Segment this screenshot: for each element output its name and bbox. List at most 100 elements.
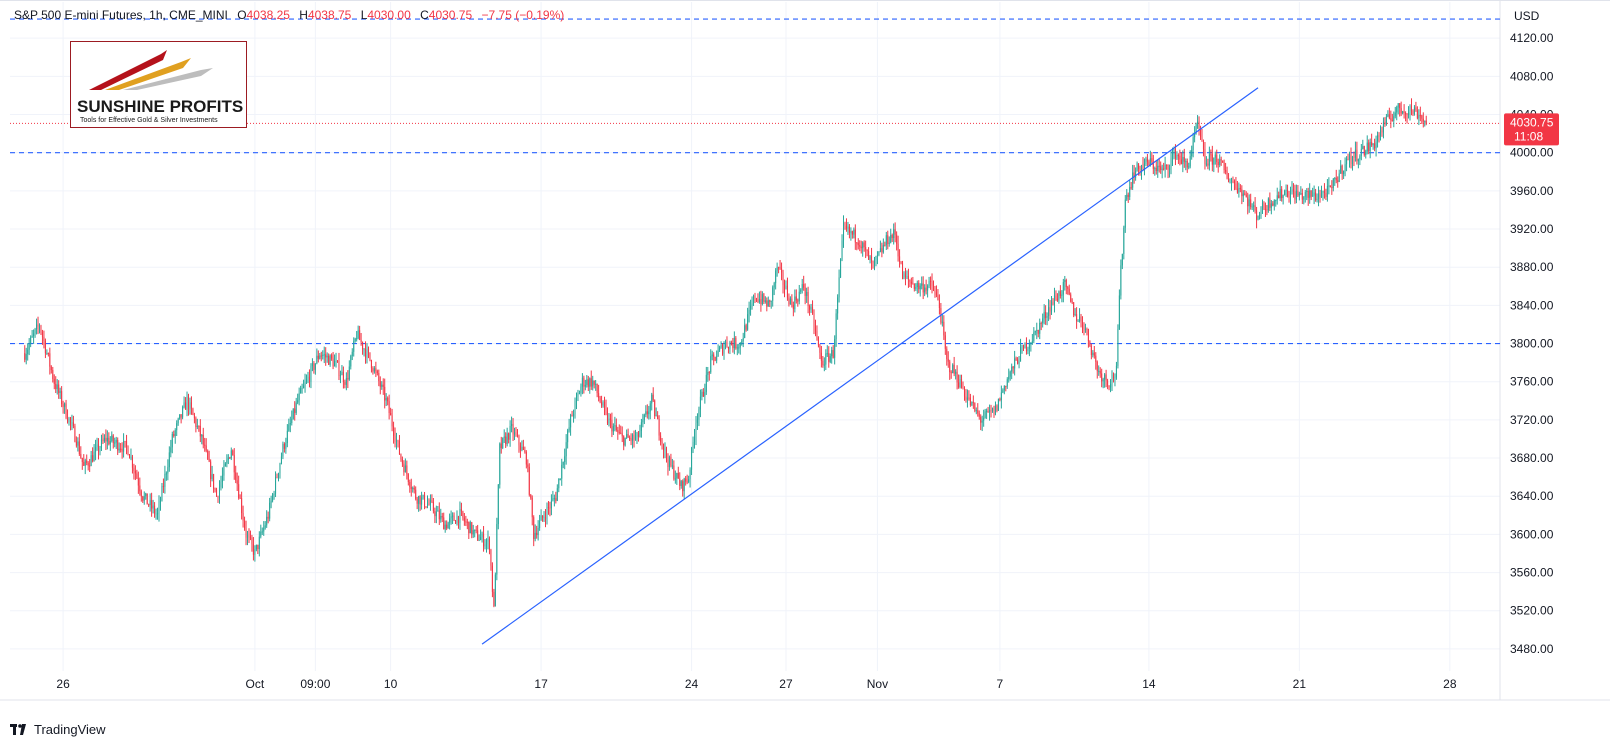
candle-body: [925, 287, 927, 291]
candle-body: [533, 517, 535, 539]
time-axis[interactable]: 26 Oct 09:00 10 17 24 27 Nov 7 14 21 28: [56, 677, 1456, 691]
candle-body: [1130, 187, 1132, 189]
candle-body: [1353, 156, 1355, 158]
candle-body: [664, 448, 666, 451]
candle-body: [1363, 146, 1365, 156]
candle-body: [800, 289, 802, 292]
candle-body: [230, 450, 232, 459]
candle-body: [494, 574, 496, 607]
candle-body: [994, 405, 996, 415]
candle-body: [783, 285, 786, 289]
candle-body: [100, 439, 102, 448]
candle-body: [471, 522, 473, 535]
tradingview-branding[interactable]: TradingView: [10, 722, 106, 737]
candle-body: [810, 307, 812, 310]
candle-body: [317, 355, 319, 359]
candle-body: [1387, 114, 1389, 117]
candle-body: [314, 363, 316, 370]
candle-body: [273, 493, 275, 495]
candle-body: [375, 368, 377, 372]
candle-body: [95, 447, 97, 452]
candle-body: [1208, 154, 1210, 166]
candle-body: [869, 256, 871, 260]
candle-body: [1200, 128, 1202, 137]
candle-body: [1031, 341, 1033, 344]
candle-body: [847, 226, 849, 229]
open-label: O: [237, 8, 247, 22]
candle-body: [316, 355, 318, 364]
candle-body: [969, 397, 971, 406]
candle-body: [444, 524, 446, 530]
candle-body: [71, 422, 73, 424]
candle-body: [205, 445, 207, 451]
candle-body: [1368, 142, 1370, 152]
candle-body: [123, 441, 125, 452]
candle-body: [37, 324, 39, 327]
candle-body: [1098, 370, 1100, 372]
candle-body: [84, 460, 86, 466]
candle-body: [795, 296, 797, 301]
candle-body: [1105, 374, 1107, 381]
candle-body: [270, 500, 272, 503]
candle-body: [419, 496, 421, 505]
candle-body: [842, 222, 845, 241]
candle-body: [1256, 210, 1258, 220]
candle-body: [190, 402, 192, 409]
candle-body: [567, 430, 569, 443]
time-tick-label: Oct: [246, 677, 265, 691]
candle-body: [658, 418, 660, 436]
candle-body: [527, 464, 529, 467]
candle-body: [1415, 107, 1417, 111]
candle-body: [33, 333, 35, 336]
candle-body: [803, 284, 805, 288]
candle-body: [1254, 205, 1256, 211]
candle-body: [1014, 358, 1016, 369]
candle-body: [1149, 158, 1151, 166]
candle-body: [199, 425, 201, 437]
candle-body: [1186, 161, 1188, 168]
candle-body: [466, 521, 468, 523]
candle-body: [1369, 141, 1371, 152]
symbol-name[interactable]: S&P 500 E-mini Futures, 1h, CME_MINI: [14, 8, 228, 22]
candle-body: [894, 229, 896, 235]
candle-body: [34, 328, 36, 334]
candle-body: [40, 326, 42, 333]
candle-body: [1062, 282, 1064, 295]
candle-body: [807, 291, 809, 307]
candle-body: [865, 247, 867, 250]
candle-body: [1377, 135, 1379, 142]
candle-body: [362, 342, 364, 350]
candle-body: [876, 255, 878, 257]
trendline[interactable]: [481, 87, 1259, 645]
candle-body: [904, 273, 906, 278]
candle-body: [280, 456, 282, 464]
candle-body: [462, 511, 464, 518]
candle-body: [1260, 213, 1262, 215]
candle-body: [1410, 106, 1413, 112]
candle-body: [1173, 149, 1175, 156]
candle-body: [862, 242, 864, 249]
trendline-segment[interactable]: [481, 87, 1259, 645]
candle-body: [587, 379, 589, 387]
candle-body: [49, 353, 51, 367]
candle-body: [1219, 159, 1221, 165]
candle-body: [835, 313, 837, 340]
price-axis[interactable]: USD 3480.00 3520.00 3560.00 3600.00 3640.00 36…: [1504, 9, 1559, 656]
candle-body: [683, 478, 685, 492]
candle-body: [574, 400, 576, 414]
candle-body: [555, 498, 557, 501]
candle-body: [1201, 136, 1203, 142]
candle-body: [1071, 301, 1073, 303]
candle-body: [369, 352, 371, 361]
candle-body: [1226, 171, 1228, 179]
candle-body: [128, 454, 131, 459]
candle-body: [93, 451, 95, 462]
candle-body: [1244, 193, 1246, 195]
candle-body: [921, 283, 923, 286]
candle-body: [353, 341, 355, 352]
candle-body: [103, 437, 105, 442]
candle-body: [44, 340, 46, 354]
candle-body: [584, 384, 586, 387]
candle-body: [341, 371, 343, 376]
